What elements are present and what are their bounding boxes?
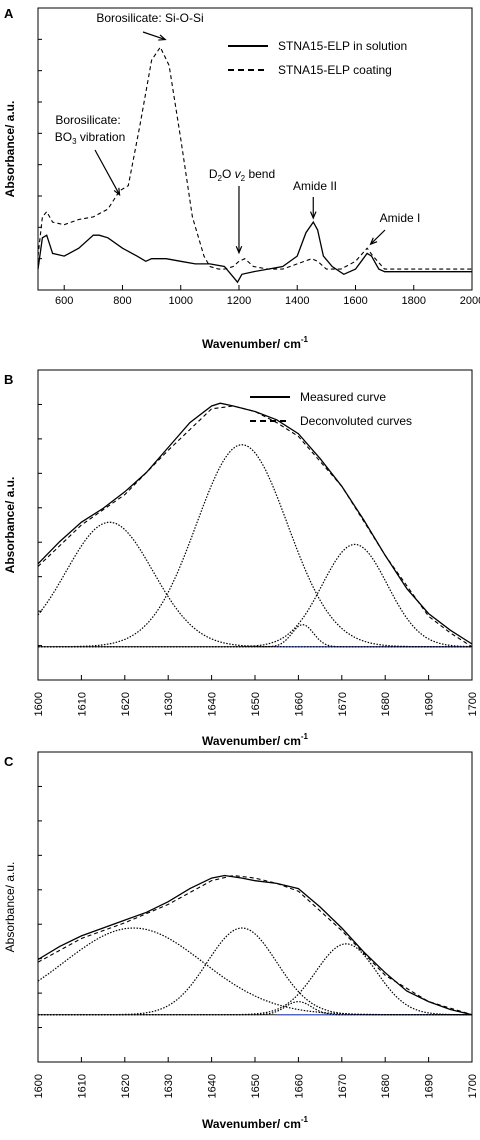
- x-axis-title-sup: -1: [301, 1115, 309, 1124]
- annotation-arrow-head: [235, 245, 243, 255]
- x-tick-label: 1600: [33, 692, 45, 716]
- annotation-bo3-sub: 3: [72, 137, 77, 146]
- annotation-si-o-si: Borosilicate: Si-O-Si: [96, 11, 203, 25]
- legend-label: STNA15-ELP coating: [278, 63, 392, 77]
- series-line-1: [37, 402, 473, 645]
- series-line-1: [37, 220, 472, 284]
- x-tick-label: 1660: [293, 1074, 305, 1098]
- panel-label: C: [4, 754, 14, 769]
- plot-frame: [37, 7, 473, 291]
- x-tick-label: 1650: [250, 1074, 262, 1098]
- x-tick-label: 1610: [76, 692, 88, 716]
- panel-label: A: [4, 6, 14, 21]
- component-curve-1: [37, 927, 472, 1016]
- x-tick-label: 1640: [207, 692, 219, 716]
- x-tick-label: 1700: [467, 1074, 479, 1098]
- x-axis-title-sup: -1: [301, 732, 309, 741]
- component-curve-3: [38, 1000, 472, 1016]
- x-tick-label: 1200: [227, 295, 251, 307]
- y-axis-title: Absorbance/ a.u.: [3, 862, 17, 953]
- annotation-amide-ii: Amide II: [293, 179, 337, 193]
- x-tick-label: 1620: [120, 692, 132, 716]
- annotation-arrow-head: [309, 211, 317, 220]
- annotation-d2o-sub: 2: [218, 174, 223, 183]
- x-tick-label: 1800: [402, 295, 426, 307]
- x-tick-label: 1630: [163, 1074, 175, 1098]
- x-tick-label: 2000: [460, 295, 480, 307]
- panel-a: A 600 800 1000 1200 1400 1600 1800 2000 Wavenumbe…: [3, 6, 480, 351]
- x-axis-title-text: Wavenumber/ cm: [202, 1117, 301, 1131]
- annotation-arrow: [370, 229, 386, 245]
- series-line-1: [37, 874, 473, 1016]
- x-tick-label: 800: [113, 295, 131, 307]
- annotation-arrow: [142, 31, 166, 41]
- x-axis-title-text: Wavenumber/ cm: [202, 337, 301, 351]
- x-tick-label: 1600: [33, 1074, 45, 1098]
- x-tick-label: 1680: [380, 1074, 392, 1098]
- x-tick-label: 1000: [168, 295, 192, 307]
- component-curve-2: [38, 927, 472, 1016]
- legend-label: Measured curve: [300, 390, 386, 404]
- annotation-bo3-rest: vibration: [77, 130, 126, 144]
- annotation-arrow: [94, 149, 121, 196]
- annotation-arrow-head: [158, 34, 167, 41]
- x-tick-label: 1640: [207, 1074, 219, 1098]
- y-axis-title: Absorbance/ a.u.: [3, 101, 17, 198]
- component-curve-3: [38, 623, 472, 648]
- panel-b: B 1600 1610 1620 1630 1640 1650 1660 1670 1680 169…: [3, 369, 479, 748]
- series-line-2: [37, 405, 473, 648]
- annotation-borosilicate: Borosilicate:: [55, 113, 120, 127]
- annotation-d2o-text: D: [209, 167, 218, 181]
- annotation-bo3: BO3 vibration: [55, 130, 126, 146]
- x-axis-title: Wavenumber/ cm-1: [202, 1115, 309, 1131]
- x-tick-label: 1620: [120, 1074, 132, 1098]
- x-tick-label: 1680: [380, 692, 392, 716]
- x-tick-label: 1660: [293, 692, 305, 716]
- annotation-d2o: D2O v2 bend: [209, 167, 275, 183]
- plot-frame: [37, 751, 473, 1063]
- x-tick-label: 600: [55, 295, 73, 307]
- annotation-arrow-head: [113, 187, 121, 197]
- series-line-2: [37, 46, 472, 270]
- series-line-2: [37, 874, 473, 1016]
- x-axis-title: Wavenumber/ cm-1: [202, 335, 309, 351]
- legend-label: Deconvoluted curves: [300, 414, 412, 428]
- annotation-arrow-head: [369, 237, 378, 246]
- annotation-bo3-text: BO: [55, 130, 72, 144]
- component-curve-4: [38, 943, 472, 1016]
- x-tick-label: 1690: [424, 692, 436, 716]
- x-tick-label: 1630: [163, 692, 175, 716]
- x-axis-title: Wavenumber/ cm-1: [202, 732, 309, 748]
- x-tick-label: 1690: [424, 1074, 436, 1098]
- x-axis-title-text: Wavenumber/ cm: [202, 734, 301, 748]
- x-axis-title-sup: -1: [301, 335, 309, 344]
- annotation-d2o-tail: bend: [245, 167, 275, 181]
- x-tick-label: 1670: [337, 692, 349, 716]
- y-axis-title: Absorbance/ a.u.: [3, 477, 17, 574]
- annotation-d2o-italic: v: [235, 167, 242, 181]
- x-tick-label: 1400: [285, 295, 309, 307]
- panel-c: C 1600 1610 1620 1630 1640 1650 1660 1670 1680 169…: [3, 751, 479, 1131]
- x-tick-label: 1600: [343, 295, 367, 307]
- x-tick-label: 1610: [76, 1074, 88, 1098]
- component-curve-2: [38, 444, 472, 648]
- annotation-amide-i: Amide I: [380, 211, 421, 225]
- x-tick-label: 1670: [337, 1074, 349, 1098]
- component-curve-1: [37, 521, 472, 648]
- x-tick-label: 1650: [250, 692, 262, 716]
- annotation-d2o-rest: O: [222, 167, 235, 181]
- component-curve-4: [38, 543, 472, 648]
- annotation-d2o-italic-sub: 2: [241, 174, 246, 183]
- x-tick-label: 1700: [467, 692, 479, 716]
- legend-label: STNA15-ELP in solution: [278, 39, 407, 53]
- panel-label: B: [4, 372, 13, 387]
